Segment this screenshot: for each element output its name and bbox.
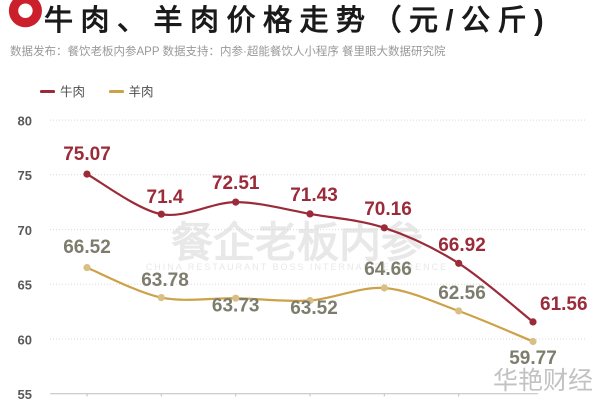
svg-text:64.66: 64.66 <box>364 259 412 280</box>
svg-text:60: 60 <box>18 332 32 347</box>
svg-text:55: 55 <box>18 387 32 400</box>
svg-text:62.56: 62.56 <box>438 283 486 304</box>
svg-text:75: 75 <box>18 168 32 183</box>
svg-text:61.56: 61.56 <box>540 294 588 315</box>
svg-text:63.73: 63.73 <box>212 296 260 317</box>
svg-text:59.77: 59.77 <box>509 348 557 369</box>
svg-text:63.78: 63.78 <box>141 270 189 291</box>
svg-text:71.43: 71.43 <box>290 185 338 206</box>
svg-text:70: 70 <box>18 223 32 238</box>
svg-text:63.52: 63.52 <box>290 298 338 319</box>
svg-text:71.4: 71.4 <box>147 187 184 208</box>
svg-text:华艳财经: 华艳财经 <box>493 367 593 395</box>
svg-text:75.07: 75.07 <box>63 144 111 165</box>
svg-text:66.92: 66.92 <box>438 235 486 256</box>
svg-text:65: 65 <box>18 278 32 293</box>
svg-text:72.51: 72.51 <box>212 173 260 194</box>
svg-text:80: 80 <box>18 114 32 129</box>
svg-text:70.16: 70.16 <box>364 199 412 220</box>
svg-text:66.52: 66.52 <box>63 237 111 258</box>
